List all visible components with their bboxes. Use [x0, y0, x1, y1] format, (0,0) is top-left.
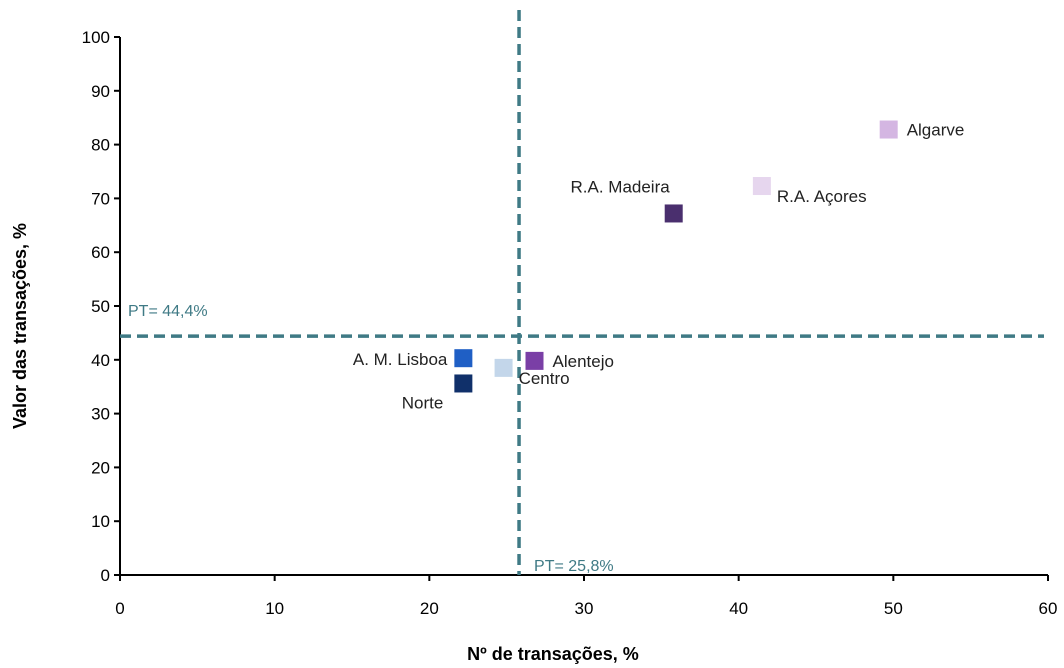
- data-point-label: Norte: [402, 393, 444, 412]
- data-points: Algarve R.A. Açores R.A. Madeira Alentejo A.…: [353, 121, 964, 413]
- y-tick-label: 50: [91, 297, 110, 316]
- horizontal-reference-label: PT= 44,4%: [128, 303, 208, 320]
- data-point-label: A. M. Lisboa: [353, 350, 448, 369]
- x-tick-label: 0: [115, 599, 124, 618]
- data-point-label: Alentejo: [553, 352, 614, 371]
- data-point-marker: [454, 374, 473, 393]
- data-point-marker: [454, 349, 473, 368]
- x-tick-label: 20: [420, 599, 439, 618]
- x-tick-label: 60: [1039, 599, 1058, 618]
- tick-labels: 0 10 20 30 40 50 60 70 80 90 100 0 10 20 30 40 50 60: [82, 28, 1058, 618]
- y-tick-label: 30: [91, 405, 110, 424]
- reference-lines: PT= 25,8% PT= 44,4%: [120, 10, 1044, 575]
- x-tick-label: 30: [575, 599, 594, 618]
- data-point-label: Centro: [519, 369, 570, 388]
- data-point-marker: [494, 358, 513, 377]
- y-tick-label: 0: [101, 566, 110, 585]
- data-point-marker: [879, 120, 898, 139]
- y-tick-label: 60: [91, 243, 110, 262]
- axes: [114, 36, 1049, 581]
- y-axis-title: Valor das transações, %: [10, 223, 30, 429]
- y-tick-label: 100: [82, 28, 110, 47]
- x-tick-label: 40: [729, 599, 748, 618]
- x-tick-label: 50: [884, 599, 903, 618]
- y-tick-label: 70: [91, 189, 110, 208]
- y-tick-label: 40: [91, 351, 110, 370]
- data-point-marker: [752, 177, 771, 196]
- y-tick-label: 80: [91, 136, 110, 155]
- y-tick-label: 10: [91, 512, 110, 531]
- data-point-marker: [664, 204, 683, 223]
- vertical-reference-label: PT= 25,8%: [534, 558, 614, 575]
- x-tick-label: 10: [265, 599, 284, 618]
- data-point-label: Algarve: [907, 121, 965, 140]
- y-tick-label: 20: [91, 458, 110, 477]
- data-point-label: R.A. Madeira: [571, 177, 671, 196]
- y-tick-label: 90: [91, 82, 110, 101]
- data-point-marker: [525, 351, 544, 370]
- data-point-label: R.A. Açores: [777, 187, 867, 206]
- x-axis-title: Nº de transações, %: [467, 644, 639, 664]
